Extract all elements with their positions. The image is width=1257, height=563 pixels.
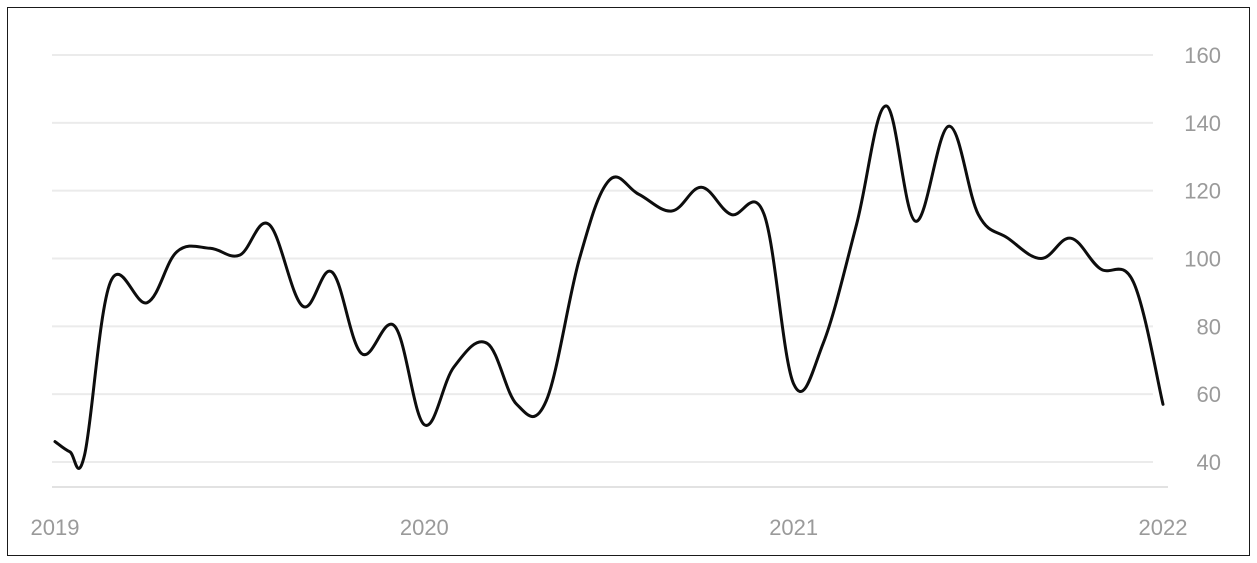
x-tick-label-2020: 2020 bbox=[400, 515, 449, 540]
line-chart: 40 60 80 100 120 140 160 2019 2020 2021 2022 bbox=[31, 43, 1221, 540]
y-tick-label-140: 140 bbox=[1184, 111, 1221, 136]
y-axis-tick-labels: 40 60 80 100 120 140 160 bbox=[1184, 43, 1221, 475]
y-tick-label-160: 160 bbox=[1184, 43, 1221, 68]
gridlines bbox=[52, 54, 1168, 488]
y-tick-label-120: 120 bbox=[1184, 179, 1221, 204]
y-tick-label-40: 40 bbox=[1197, 450, 1221, 475]
x-axis-tick-labels: 2019 2020 2021 2022 bbox=[31, 515, 1188, 540]
y-tick-label-100: 100 bbox=[1184, 247, 1221, 272]
y-tick-label-60: 60 bbox=[1197, 382, 1221, 407]
y-tick-label-80: 80 bbox=[1197, 314, 1221, 339]
x-tick-label-2019: 2019 bbox=[31, 515, 80, 540]
x-tick-label-2021: 2021 bbox=[769, 515, 818, 540]
x-tick-label-2022: 2022 bbox=[1139, 515, 1188, 540]
series-line bbox=[53, 104, 1165, 470]
chart-frame: 40 60 80 100 120 140 160 2019 2020 2021 2022 bbox=[7, 7, 1250, 556]
